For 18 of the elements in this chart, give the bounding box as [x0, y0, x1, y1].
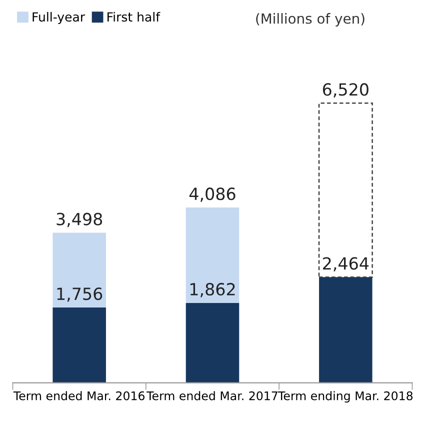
bar [186, 208, 240, 303]
x-tick-label: Term ending Mar. 2018 [278, 391, 413, 403]
data-label: 1,862 [190, 282, 235, 298]
total-label: 3,498 [56, 212, 102, 228]
bar [52, 307, 106, 383]
text: (Millions of yen) [256, 13, 364, 26]
data-label: 2,464 [323, 257, 369, 272]
bar [319, 277, 372, 383]
legend-label: First half [108, 12, 160, 22]
x-tick-label: Term ended Mar. 2016 [13, 391, 145, 400]
bar [318, 102, 373, 278]
total-label: 6,520 [322, 83, 368, 98]
data-label: 1,756 [57, 287, 102, 302]
bar [186, 302, 240, 383]
bar [52, 232, 106, 308]
x-tick-label: Term ended Mar. 2017 [146, 391, 278, 400]
legend-label: Full-year [32, 12, 86, 24]
total-label: 4,086 [189, 188, 236, 202]
